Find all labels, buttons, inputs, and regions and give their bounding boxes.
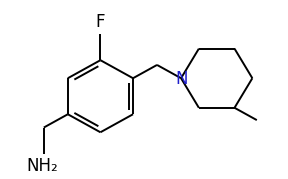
Text: NH₂: NH₂ [26,157,58,175]
Text: F: F [96,13,105,31]
Text: N: N [176,70,188,88]
